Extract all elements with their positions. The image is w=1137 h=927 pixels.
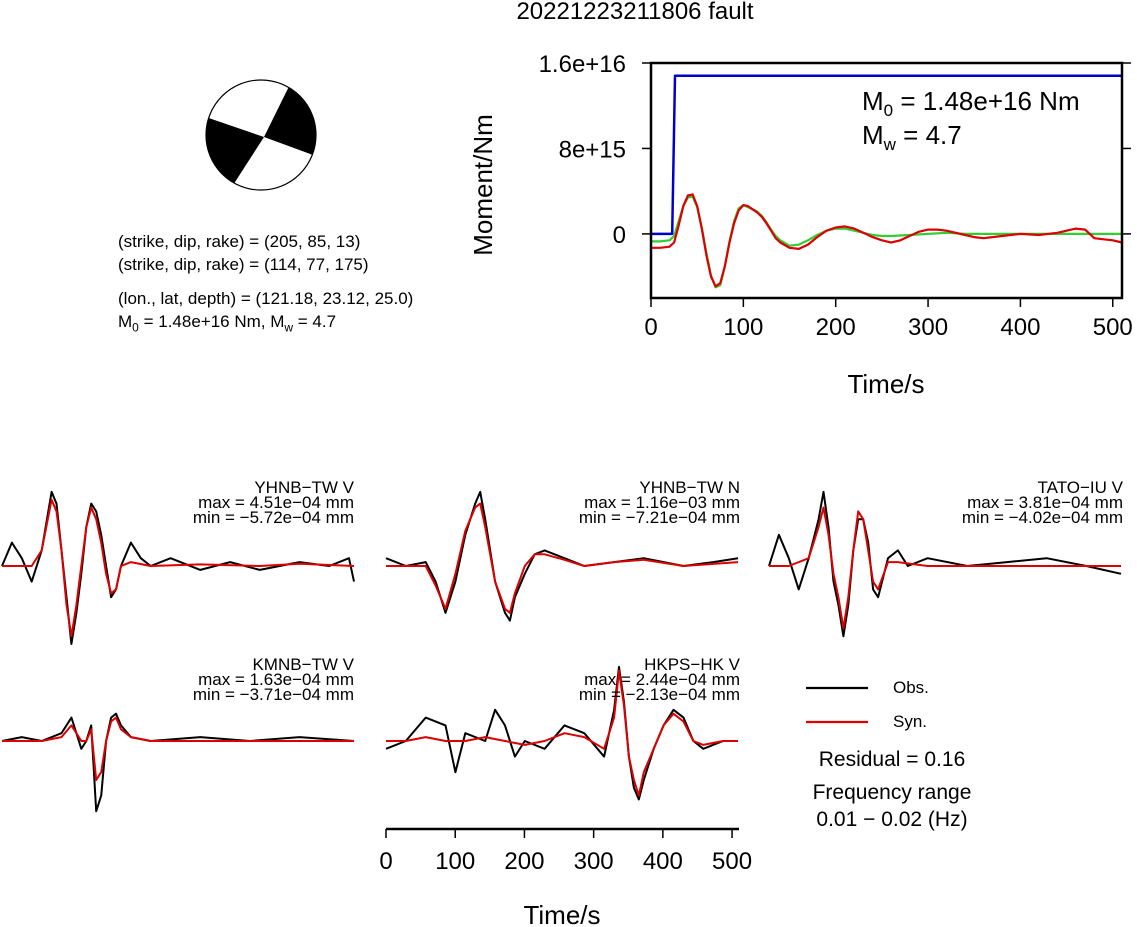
moment-series-0 xyxy=(651,74,1122,236)
mw-value: = 4.7 xyxy=(293,312,337,331)
waveform-syn-4 xyxy=(386,669,738,797)
mw-value-2: = 4.7 xyxy=(895,120,962,150)
moment-xtick-label: 300 xyxy=(908,314,948,341)
mw-sub-2: w xyxy=(883,135,896,155)
location-label: (lon., lat, depth) = (121.18, 23.12, 25.… xyxy=(118,289,414,308)
residual-label: Residual = 0.16 xyxy=(818,748,966,771)
moment-xtick-label: 100 xyxy=(723,314,763,341)
waveform-xtick-label: 100 xyxy=(435,848,475,875)
mw-prefix: M xyxy=(862,120,884,150)
m0-annotation: M0 = 1.48e+16 Nm xyxy=(862,86,1080,126)
moment-summary: M0 = 1.48e+16 Nm, Mw = 4.7 xyxy=(118,311,336,338)
station-max: max = 4.51e−04 mm xyxy=(198,493,354,512)
station-min: min = −5.72e−04 mm xyxy=(192,508,354,527)
station-label-4: HKPS−HK V max = 2.44e−04 mm min = −2.13e… xyxy=(578,655,740,704)
moment-value: = 1.48e+16 Nm, M xyxy=(138,312,285,331)
legend-obs-label: Obs. xyxy=(893,678,929,697)
frequency-range-value: 0.01 − 0.02 (Hz) xyxy=(816,808,968,831)
station-name: YHNB−TW N xyxy=(639,478,740,497)
nodal-plane-2-label: (strike, dip, rake) = (114, 77, 175) xyxy=(118,255,369,274)
station-label-2: TATO−IU V max = 3.81e−04 mm min = −4.02e… xyxy=(961,478,1124,527)
moment-ytick-label: 1.6e+16 xyxy=(539,51,626,78)
moment-ytick-label: 8e+15 xyxy=(559,136,626,163)
legend-syn-label: Syn. xyxy=(893,712,928,731)
beachball-quadrant-west xyxy=(206,118,264,184)
station-name: YHNB−TW V xyxy=(254,478,354,497)
nodal-plane-1-label: (strike, dip, rake) = (205, 85, 13) xyxy=(118,232,361,251)
waveform-syn-3 xyxy=(2,716,354,781)
waveform-syn-0 xyxy=(2,498,355,638)
m0-sub: 0 xyxy=(883,101,894,121)
waveform-xtick-label: 500 xyxy=(712,848,752,875)
station-name: TATO−IU V xyxy=(1037,478,1124,497)
waveform-xtick-label: 300 xyxy=(574,848,614,875)
moment-xtick-label: 400 xyxy=(1000,314,1040,341)
moment-prefix: M xyxy=(118,312,133,331)
station-max: max = 1.63e−04 mm xyxy=(198,670,354,689)
moment-xlabel: Time/s xyxy=(847,369,924,399)
m0-prefix: M xyxy=(862,86,884,116)
moment-ylabel: Moment/Nm xyxy=(468,114,498,256)
mw-sub: w xyxy=(284,320,294,335)
station-label-3: KMNB−TW V max = 1.63e−04 mm min = −3.71e… xyxy=(192,655,354,704)
frequency-range-label: Frequency range xyxy=(812,781,972,804)
waveform-xtick-label: 200 xyxy=(504,848,544,875)
moment-xtick-label: 200 xyxy=(816,314,856,341)
waveform-syn-2 xyxy=(769,506,1121,630)
moment-plot-frame xyxy=(649,61,1124,300)
mw-annotation: Mw = 4.7 xyxy=(862,120,962,160)
station-max: max = 3.81e−04 mm xyxy=(967,493,1123,512)
station-name: KMNB−TW V xyxy=(252,655,354,674)
waveform-xtick-label: 0 xyxy=(379,848,392,875)
station-label-0: YHNB−TW V max = 4.51e−04 mm min = −5.72e… xyxy=(192,478,354,527)
waveform-xlabel: Time/s xyxy=(523,900,600,927)
moment-xtick-label: 500 xyxy=(1093,314,1133,341)
station-name: HKPS−HK V xyxy=(644,655,740,674)
figure-title: 20221223211806 fault xyxy=(516,0,754,25)
moment-sub: 0 xyxy=(132,320,139,335)
station-min: min = −2.13e−04 mm xyxy=(578,685,740,704)
station-max: max = 2.44e−04 mm xyxy=(584,670,740,689)
waveform-syn-1 xyxy=(386,502,739,614)
moment-xtick-label: 0 xyxy=(644,314,657,341)
moment-series-2 xyxy=(651,193,1123,288)
station-max: max = 1.16e−03 mm xyxy=(584,493,740,512)
waveform-xtick-label: 400 xyxy=(643,848,683,875)
station-min: min = −7.21e−04 mm xyxy=(578,508,740,527)
waveform-obs-3 xyxy=(1,712,355,813)
m0-value: = 1.48e+16 Nm xyxy=(893,86,1080,116)
beachball-quadrant-east xyxy=(264,87,316,155)
station-min: min = −3.71e−04 mm xyxy=(192,685,354,704)
waveform-obs-0 xyxy=(1,490,355,645)
station-min: min = −4.02e−04 mm xyxy=(961,508,1123,527)
station-label-1: YHNB−TW N max = 1.16e−03 mm min = −7.21e… xyxy=(578,478,740,527)
moment-ytick-label: 0 xyxy=(613,222,626,249)
